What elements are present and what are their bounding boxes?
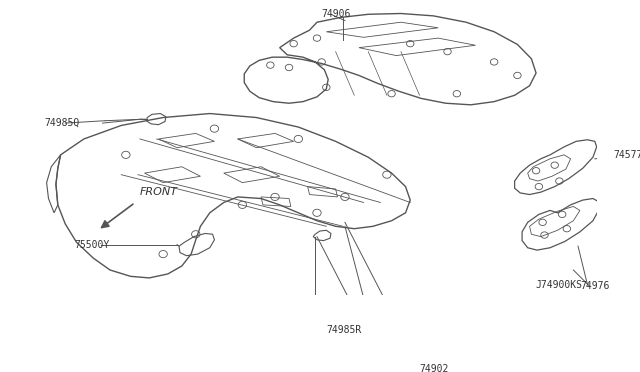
Text: 74577: 74577: [614, 150, 640, 160]
Text: FRONT: FRONT: [140, 187, 178, 197]
Text: 74906: 74906: [322, 9, 351, 19]
Text: 74976: 74976: [580, 281, 609, 291]
Text: 74985Q: 74985Q: [45, 118, 80, 128]
Text: 74985R: 74985R: [326, 324, 362, 334]
Text: 74902: 74902: [420, 364, 449, 372]
Text: 75500Y: 75500Y: [75, 240, 110, 250]
Text: J74900KS: J74900KS: [536, 280, 582, 290]
